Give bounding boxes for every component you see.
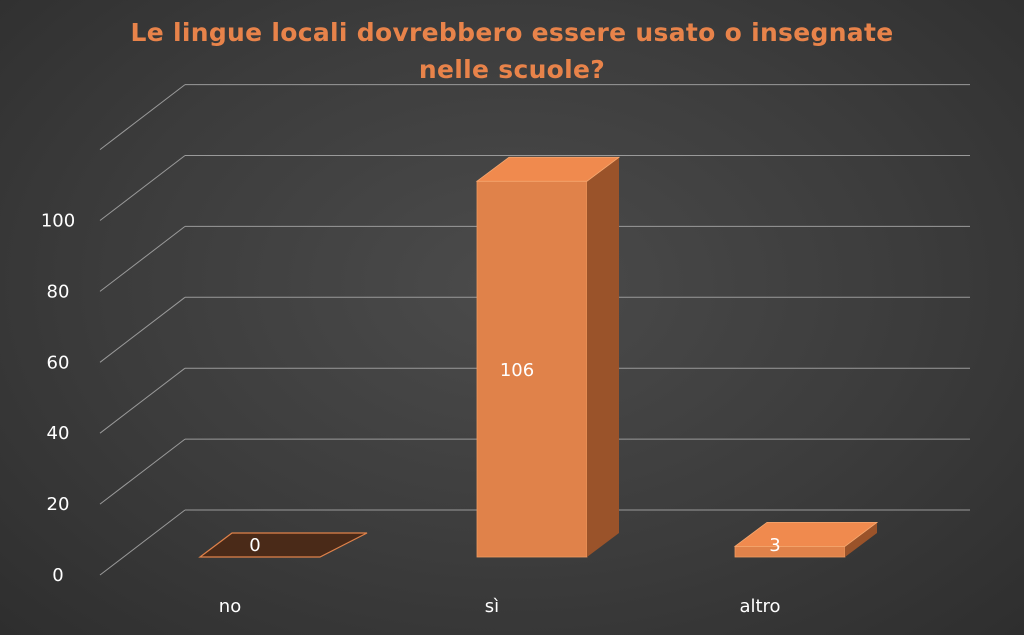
bar-no [198,532,368,558]
data-label: 0 [249,535,260,556]
bar-altro [734,545,846,558]
bar-sì [476,180,588,558]
chart-title-line-1: Le lingue locali dovrebbero essere usato… [130,18,894,47]
bar-side-sì [587,157,619,558]
bar-top-altro [733,521,879,547]
y-tick-label: 80 [47,281,70,302]
gridline-diagonal [99,509,186,576]
bar-top-sì [475,156,621,182]
x-category-label: altro [739,596,780,617]
gridline-diagonal [99,226,186,292]
y-tick-label: 40 [47,423,70,444]
x-category-label: sì [485,596,499,617]
gridline-diagonal [99,296,186,363]
chart-title-line-2: nelle scuole? [418,55,606,84]
gridline-diagonal [99,367,186,434]
gridline-diagonal [99,155,186,221]
chart-title: Le lingue locali dovrebbero essere usato… [0,14,1024,88]
data-label: 106 [500,360,534,381]
gridline-diagonal [99,438,186,505]
x-category-label: no [219,596,241,617]
y-tick-label: 0 [52,565,63,586]
y-tick-label: 20 [47,494,70,515]
data-label: 3 [769,535,780,556]
bar-side-altro [845,522,877,557]
y-tick-label: 100 [41,211,75,232]
y-tick-label: 60 [47,352,70,373]
gridline-diagonal [99,84,186,150]
